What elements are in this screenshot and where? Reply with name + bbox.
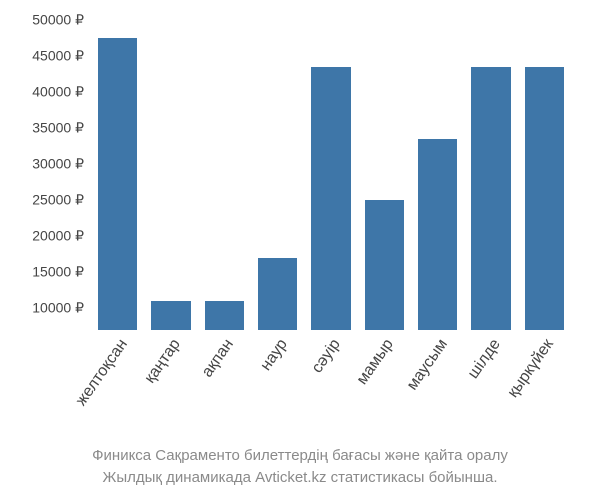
x-tick-label: маусым — [403, 336, 451, 394]
y-tick-label: 15000 ₽ — [0, 264, 84, 281]
x-label-slot: мамыр — [357, 332, 410, 442]
bar-slot — [518, 20, 571, 330]
bar — [205, 301, 244, 330]
y-tick-label: 30000 ₽ — [0, 156, 84, 173]
x-tick-label: ақпан — [199, 336, 238, 381]
bar — [365, 200, 404, 330]
bar — [418, 139, 457, 330]
x-label-slot: сәуір — [303, 332, 356, 442]
y-tick-label: 20000 ₽ — [0, 228, 84, 245]
caption-line-2: Жылдық динамикада Avticket.kz статистика… — [103, 469, 498, 486]
y-tick-label: 40000 ₽ — [0, 84, 84, 101]
bar — [98, 38, 137, 330]
x-axis-labels: желтоқсанқаңтарақпаннаурсәуірмамырмаусым… — [90, 332, 570, 442]
x-label-slot: желтоқсан — [90, 332, 143, 442]
y-tick-label: 35000 ₽ — [0, 120, 84, 137]
x-label-slot: маусым — [410, 332, 463, 442]
x-tick-label: желтоқсан — [72, 336, 131, 410]
bars-group — [91, 20, 571, 330]
bar-slot — [251, 20, 304, 330]
bar-slot — [304, 20, 357, 330]
bar — [258, 258, 297, 330]
x-label-slot: наур — [250, 332, 303, 442]
y-tick-label: 45000 ₽ — [0, 48, 84, 65]
y-tick-label: 10000 ₽ — [0, 300, 84, 317]
x-tick-label: шілде — [465, 336, 505, 382]
bar-slot — [411, 20, 464, 330]
x-tick-label: мамыр — [354, 336, 398, 388]
bar-slot — [464, 20, 517, 330]
bar-slot — [91, 20, 144, 330]
x-tick-label: қаңтар — [141, 336, 184, 387]
caption-line-1: Финикса Сақраменто билеттердің бағасы жә… — [92, 447, 508, 464]
x-tick-label: сәуір — [309, 336, 345, 377]
price-bar-chart: 10000 ₽ 15000 ₽ 20000 ₽ 25000 ₽ 30000 ₽ 35000… — [0, 0, 600, 500]
chart-caption: Финикса Сақраменто билеттердің бағасы жә… — [10, 445, 590, 489]
bar — [311, 67, 350, 330]
x-label-slot: қыркүйек — [517, 332, 570, 442]
y-tick-label: 25000 ₽ — [0, 192, 84, 209]
bar-slot — [144, 20, 197, 330]
y-tick-label: 50000 ₽ — [0, 12, 84, 29]
plot-area — [90, 20, 571, 330]
bar-slot — [198, 20, 251, 330]
x-label-slot: ақпан — [197, 332, 250, 442]
bar — [471, 67, 510, 330]
bar — [525, 67, 564, 330]
bar-slot — [358, 20, 411, 330]
x-label-slot: қаңтар — [143, 332, 196, 442]
x-tick-label: наур — [257, 336, 291, 374]
bar — [151, 301, 190, 330]
